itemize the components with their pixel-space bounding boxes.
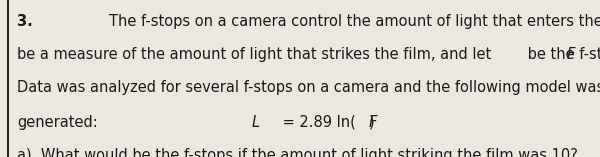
Text: F: F: [368, 115, 377, 130]
Text: The f-stops on a camera control the amount of light that enters the camera. Let: The f-stops on a camera control the amou…: [109, 14, 600, 29]
Text: a)  What would be the f-stops if the amount of light striking the film was 10?: a) What would be the f-stops if the amou…: [17, 148, 578, 157]
Text: Data was analyzed for several f-stops on a camera and the following model was: Data was analyzed for several f-stops on…: [17, 80, 600, 95]
Text: generated:: generated:: [17, 115, 98, 130]
Text: ): ): [369, 115, 375, 130]
Text: F: F: [567, 47, 575, 62]
Text: L: L: [252, 115, 260, 130]
Text: 3.: 3.: [17, 14, 38, 29]
Text: be a measure of the amount of light that strikes the film, and let: be a measure of the amount of light that…: [17, 47, 496, 62]
Text: = 2.89 ln(: = 2.89 ln(: [278, 115, 356, 130]
Text: be the f-stop.: be the f-stop.: [523, 47, 600, 62]
